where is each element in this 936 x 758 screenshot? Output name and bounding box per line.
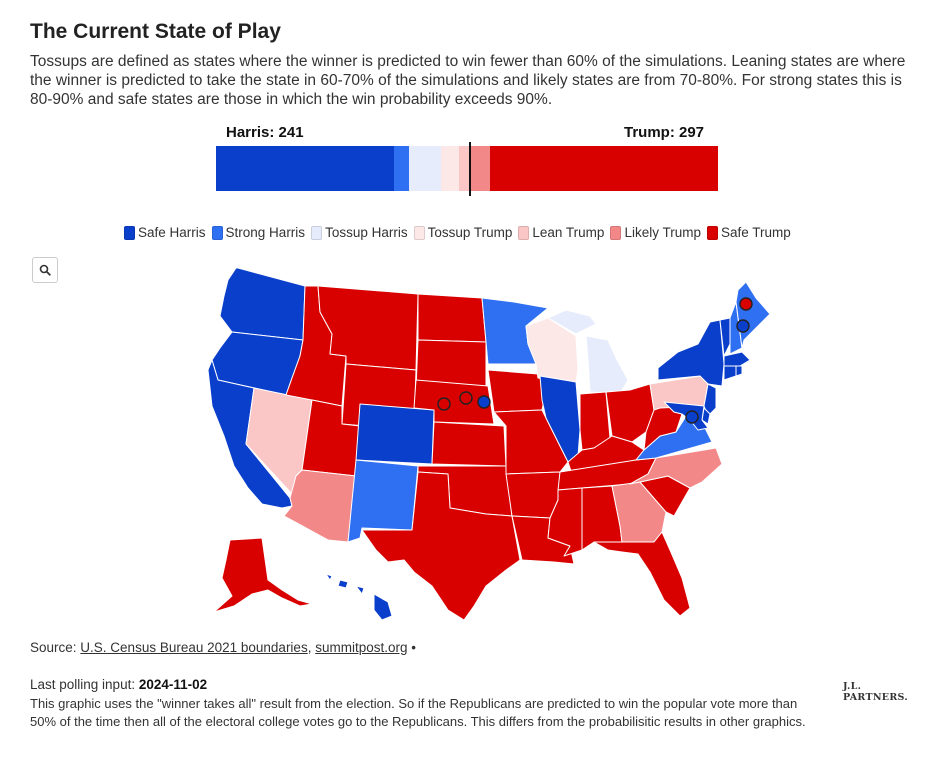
state-hi[interactable] <box>325 573 393 621</box>
district-marker-ne-3[interactable] <box>437 397 451 411</box>
state-tx[interactable] <box>361 471 521 621</box>
state-ny[interactable] <box>657 319 725 387</box>
state-fl[interactable] <box>593 531 691 617</box>
census-link[interactable]: U.S. Census Bureau 2021 boundaries <box>80 640 308 655</box>
state-nd[interactable] <box>417 293 487 343</box>
source-suffix: • <box>411 640 417 655</box>
district-marker-ne-1[interactable] <box>459 391 473 405</box>
district-marker-ne-2[interactable] <box>477 395 491 409</box>
bar-segment-lean-trump[interactable] <box>458 146 470 191</box>
state-mi[interactable] <box>547 309 629 395</box>
legend-item-tossup-trump: Tossup Trump <box>413 225 513 240</box>
legend-label: Lean Trump <box>532 225 605 240</box>
legend-label: Likely Trump <box>624 225 701 240</box>
state-ks[interactable] <box>431 421 507 467</box>
state-nc[interactable] <box>629 447 723 489</box>
trump-total: Trump: 297 <box>624 124 705 141</box>
search-icon <box>39 264 51 276</box>
logo-line-1: J.L. <box>843 681 862 692</box>
electoral-vote-bar <box>216 146 718 191</box>
state-ma[interactable] <box>723 351 751 367</box>
summitpost-link[interactable]: summitpost.org <box>315 640 408 655</box>
state-ri[interactable] <box>735 365 743 377</box>
polling-label: Last polling input: <box>30 677 136 692</box>
bar-segment-strong-harris[interactable] <box>394 146 410 191</box>
state-mt[interactable] <box>317 285 419 371</box>
state-ak[interactable] <box>213 537 313 613</box>
legend-swatch <box>518 225 530 240</box>
logo-line-2: PARTNERS. <box>843 692 908 703</box>
source-line: Source: U.S. Census Bureau 2021 boundari… <box>30 640 416 655</box>
legend-swatch <box>610 225 622 240</box>
state-nh[interactable] <box>729 301 743 355</box>
legend-item-safe-harris: Safe Harris <box>124 225 206 240</box>
bar-segment-tossup-harris[interactable] <box>409 146 441 191</box>
legend-swatch <box>706 225 718 240</box>
legend-label: Strong Harris <box>225 225 306 240</box>
legend-swatch <box>311 225 323 240</box>
state-ct[interactable] <box>723 365 737 381</box>
legend-item-tossup-harris: Tossup Harris <box>311 225 408 240</box>
state-me[interactable] <box>735 281 771 349</box>
source-prefix: Source: <box>30 640 77 655</box>
state-wa[interactable] <box>219 267 306 341</box>
bar-segment-safe-harris[interactable] <box>216 146 395 191</box>
legend-swatch <box>211 225 223 240</box>
us-electoral-map <box>207 267 771 621</box>
source-separator: , <box>307 640 312 655</box>
legend: Safe Harris Strong Harris Tossup Harris Tos… <box>124 225 791 240</box>
state-ar[interactable] <box>505 471 561 519</box>
last-polling: Last polling input: 2024-11-02 <box>30 677 207 692</box>
map-search-button[interactable] <box>32 257 58 283</box>
district-marker-dc[interactable] <box>685 410 699 424</box>
legend-item-safe-trump: Safe Trump <box>706 225 791 240</box>
footnote: This graphic uses the "winner takes all"… <box>30 696 806 729</box>
legend-label: Safe Harris <box>138 225 206 240</box>
chart-title: The Current State of Play <box>30 20 281 43</box>
majority-line <box>469 142 471 196</box>
legend-swatch <box>413 225 425 240</box>
legend-label: Tossup Trump <box>427 225 513 240</box>
legend-label: Safe Trump <box>720 225 791 240</box>
polling-date: 2024-11-02 <box>138 677 208 692</box>
state-ca[interactable] <box>207 359 293 509</box>
bar-segment-tossup-trump[interactable] <box>440 146 459 191</box>
bar-segment-safe-trump[interactable] <box>490 146 718 191</box>
district-marker-me-1[interactable] <box>736 319 750 333</box>
harris-total: Harris: 241 <box>226 124 304 141</box>
legend-swatch <box>124 225 135 240</box>
legend-item-lean-trump: Lean Trump <box>518 225 604 240</box>
state-co[interactable] <box>355 403 435 465</box>
legend-item-likely-trump: Likely Trump <box>610 225 701 240</box>
chart-description: Tossups are defined as states where the … <box>30 53 906 108</box>
bar-segment-likely-trump[interactable] <box>469 146 491 191</box>
state-az[interactable] <box>283 469 357 543</box>
legend-label: Tossup Harris <box>325 225 408 240</box>
district-marker-me-2[interactable] <box>739 297 753 311</box>
jl-partners-logo: J.L. PARTNERS. <box>843 681 908 703</box>
state-nj[interactable] <box>703 383 717 417</box>
legend-item-strong-harris: Strong Harris <box>211 225 306 240</box>
